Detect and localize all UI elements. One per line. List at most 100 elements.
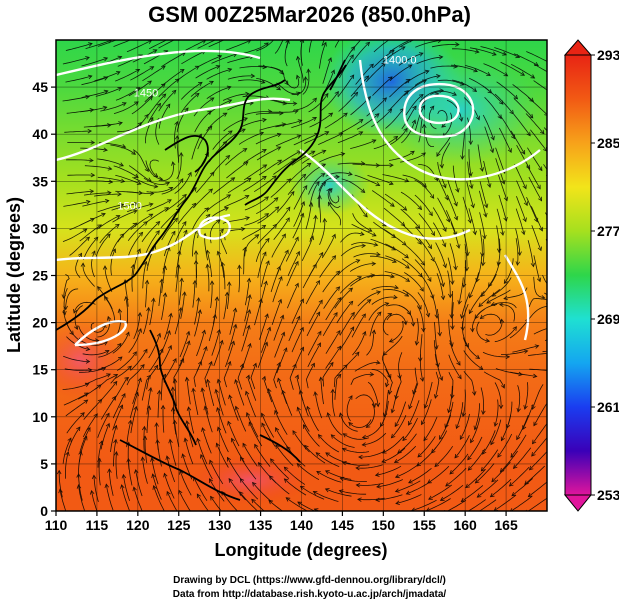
streamline-arrow: [473, 425, 478, 431]
streamline-arrow: [544, 111, 547, 116]
streamline: [226, 161, 249, 179]
streamline: [430, 65, 458, 69]
streamline: [527, 97, 547, 116]
streamline-arrow: [146, 306, 151, 312]
streamline: [100, 396, 116, 420]
streamline: [227, 102, 254, 111]
streamline: [468, 208, 476, 235]
streamline-arrow: [171, 230, 176, 236]
streamline-arrow: [468, 293, 473, 299]
streamline: [368, 302, 389, 321]
streamline-arrow: [526, 131, 531, 137]
streamline: [206, 250, 213, 278]
streamline-arrow: [143, 348, 148, 354]
streamline: [448, 319, 453, 347]
streamline-arrow: [121, 102, 127, 107]
streamline: [285, 237, 299, 262]
streamline-arrow: [270, 458, 275, 463]
streamline: [110, 144, 136, 155]
streamline-arrow: [496, 261, 502, 267]
streamline-arrow: [85, 199, 91, 205]
streamline: [451, 291, 453, 318]
streamline-arrow: [440, 282, 445, 288]
streamline-arrow: [553, 369, 557, 373]
streamline-arrow: [433, 394, 439, 399]
streamline: [490, 419, 502, 445]
streamline: [339, 490, 367, 495]
streamline-arrow: [419, 93, 424, 99]
streamline: [242, 443, 258, 467]
streamline: [111, 203, 138, 211]
streamline-arrow: [417, 452, 422, 458]
streamline: [270, 66, 289, 85]
streamline: [270, 98, 297, 104]
streamline: [272, 276, 283, 303]
streamline-arrow: [303, 424, 308, 429]
streamline-arrow: [274, 206, 280, 211]
streamline: [239, 491, 259, 511]
streamline: [500, 450, 518, 473]
streamline: [269, 475, 290, 495]
streamline-arrow: [196, 297, 201, 302]
streamline: [328, 202, 342, 226]
streamline-arrow: [209, 97, 215, 102]
streamline: [503, 258, 514, 284]
streamline-arrow: [237, 264, 242, 270]
streamline: [285, 75, 300, 89]
streamline: [196, 171, 215, 193]
streamline: [322, 270, 340, 293]
streamline-arrow: [532, 439, 537, 445]
streamline: [354, 174, 380, 186]
streamline-arrow: [500, 383, 505, 389]
axes: 110 115 120 125 130 135 140 145 150 155 160 1650510…: [32, 79, 518, 533]
x-tick-label: 160: [453, 517, 477, 533]
streamline: [245, 278, 250, 306]
streamline: [222, 128, 246, 145]
streamline-arrow: [104, 198, 110, 204]
streamline: [437, 162, 447, 188]
streamline: [528, 481, 547, 497]
streamline: [275, 120, 302, 128]
streamline-arrow: [161, 93, 167, 99]
streamline-arrow: [261, 422, 266, 428]
streamline: [239, 66, 267, 69]
streamline: [546, 141, 547, 143]
streamline-arrow: [523, 349, 529, 354]
streamline-arrow: [205, 263, 210, 269]
streamline: [491, 277, 512, 297]
streamline: [112, 404, 123, 431]
streamline: [104, 265, 113, 293]
streamline: [254, 444, 271, 467]
streamline-arrow: [104, 483, 110, 489]
streamline: [367, 175, 394, 185]
streamline: [496, 225, 500, 253]
coastline: [56, 79, 286, 331]
streamline-arrow: [315, 181, 320, 186]
streamline: [69, 236, 90, 256]
streamline-arrow: [314, 27, 317, 31]
streamline-arrow: [330, 388, 335, 394]
streamline: [65, 159, 94, 161]
height-contour: [56, 97, 291, 162]
streamline-arrow: [555, 182, 559, 186]
streamline: [195, 65, 220, 79]
streamline: [383, 389, 389, 417]
streamline-arrow: [84, 382, 90, 387]
streamline: [293, 201, 305, 227]
streamline-arrow: [510, 453, 515, 458]
streamline-arrow: [317, 330, 322, 336]
streamline-arrow: [132, 486, 137, 492]
streamline: [66, 412, 85, 434]
streamline-arrow: [76, 484, 82, 489]
streamline-arrow: [168, 312, 173, 318]
streamline-arrow: [212, 313, 217, 319]
streamline: [290, 162, 312, 181]
streamline-arrow: [422, 79, 427, 84]
streamline-arrow: [487, 183, 492, 189]
streamline: [319, 195, 322, 223]
streamline-arrow: [440, 521, 444, 525]
streamline-arrow: [296, 74, 301, 80]
streamline-arrow: [421, 327, 426, 333]
streamline-arrow: [266, 326, 272, 332]
